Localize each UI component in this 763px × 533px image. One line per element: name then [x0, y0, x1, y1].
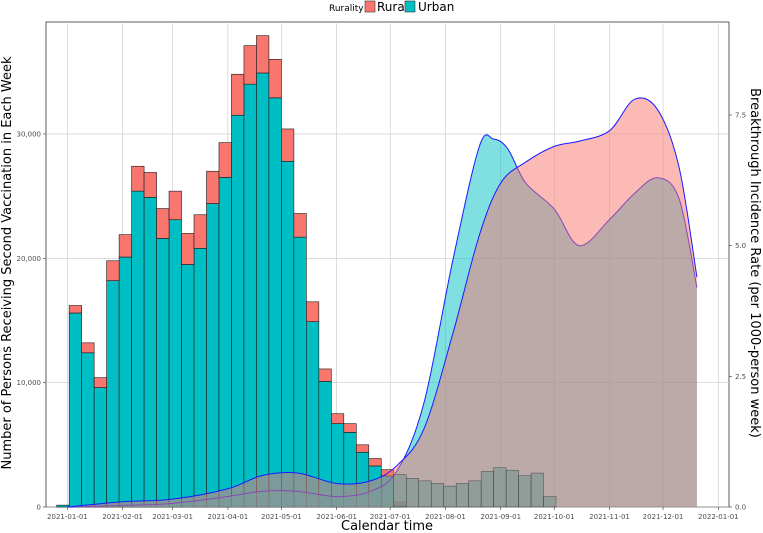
bar-urban-1: [68, 312, 82, 508]
bar-urban-14: [231, 114, 245, 508]
bar-urban-8: [156, 238, 170, 508]
bar-urban-16: [256, 72, 270, 508]
bar-rural-14: [243, 45, 257, 85]
density-area-rural: [67, 97, 697, 507]
bar-rural-11: [206, 170, 220, 204]
x-tick-label-7: 2021-08-01: [425, 513, 466, 521]
bar-rural-10: [193, 214, 207, 249]
legend-swatch-rural: [364, 0, 376, 13]
x-axis-ticks: 2021-01-01 2021-02-01 2021-03-01 2021-04-01…: [47, 507, 739, 521]
bar-urban-15: [243, 83, 257, 508]
overlay-bar-2: [418, 480, 432, 508]
x-axis-title: Calendar time: [341, 519, 433, 533]
y2-tick-label-0: 0.0: [735, 504, 746, 512]
y2-tick-label-2: 5.0: [735, 242, 746, 250]
bar-urban-6: [131, 190, 145, 508]
bar-urban-9: [168, 219, 182, 508]
bar-urban-18: [281, 160, 295, 508]
overlay-bar-12: [543, 496, 557, 508]
x-tick-label-9: 2021-10-01: [534, 513, 575, 521]
overlay-bar-0: [393, 474, 407, 508]
legend-swatch-urban: [404, 0, 416, 13]
overlay-bar-10: [518, 475, 532, 508]
x-tick-label-12: 2022-01-01: [698, 513, 739, 521]
bar-rural-4: [118, 234, 132, 258]
x-tick-label-10: 2021-11-01: [589, 513, 630, 521]
legend-label-urban: Urban: [418, 0, 454, 14]
y-tick-label-2: 20,000: [17, 255, 42, 263]
bar-rural-7: [156, 208, 170, 239]
x-tick-label-2: 2021-03-01: [152, 513, 193, 521]
x-tick-label-3: 2021-04-01: [208, 513, 249, 521]
bar-rural-17: [281, 128, 295, 162]
bar-rural-23: [355, 444, 370, 453]
overlay-bar-8: [493, 467, 507, 508]
overlay-bar-5: [455, 483, 469, 508]
x-tick-label-11: 2021-12-01: [643, 513, 684, 521]
bar-urban-19: [293, 236, 307, 508]
bar-rural-16: [268, 59, 282, 99]
bar-urban-11: [193, 248, 207, 508]
density-line-rural: [67, 97, 698, 508]
bar-urban-10: [181, 264, 195, 508]
bar-rural-5: [131, 165, 145, 192]
x-tick-label-6: 2021-07-01: [370, 513, 411, 521]
bar-rural-0: [68, 305, 82, 314]
legend-title: Rurality: [329, 4, 364, 14]
bar-rural-24: [368, 458, 382, 467]
y-tick-label-3: 30,000: [17, 130, 42, 138]
overlay-bar-4: [443, 485, 457, 508]
bar-rural-20: [318, 368, 332, 382]
bar-rural-1: [81, 342, 95, 354]
y2-tick-label-1: 2.5: [735, 373, 746, 381]
overlay-bars: [393, 467, 557, 508]
y-tick-label-1: 10,000: [17, 379, 42, 387]
stacked-bars: [56, 35, 407, 508]
overlay-bar-6: [468, 480, 482, 508]
bar-urban-0: [56, 504, 70, 508]
y2-axis-ticks: 0.0 2.5 5.0 7.5: [729, 112, 746, 512]
x-tick-label-4: 2021-05-01: [261, 513, 302, 521]
y-tick-label-0: 0: [37, 504, 41, 512]
legend-label-rural: Rural: [377, 0, 408, 14]
bar-rural-8: [168, 190, 182, 221]
bar-urban-12: [206, 203, 220, 508]
overlay-bar-1: [406, 478, 419, 508]
y-axis-ticks: 0 10,000 20,000 30,000: [17, 130, 46, 512]
x-tick-label-5: 2021-06-01: [316, 513, 357, 521]
bar-urban-2: [81, 352, 95, 508]
density-areas: [67, 97, 698, 508]
x-tick-label-0: 2021-01-01: [47, 513, 88, 521]
x-tick-label-1: 2021-02-01: [102, 513, 143, 521]
legend: Rurality Rural Urban: [329, 0, 454, 14]
overlay-bar-7: [480, 471, 494, 508]
bar-urban-5: [118, 256, 132, 508]
bar-rural-12: [218, 142, 232, 178]
x-tick-label-8: 2021-09-01: [480, 513, 521, 521]
overlay-bar-11: [530, 472, 544, 508]
bar-urban-3: [93, 387, 107, 508]
bar-urban-7: [143, 197, 157, 508]
bar-rural-2: [93, 377, 107, 388]
bar-rural-21: [331, 413, 345, 424]
bar-rural-22: [343, 423, 357, 433]
y2-axis-title: Breakthrough Incidence Rate (per 1000-pe…: [747, 88, 762, 438]
bar-rural-9: [181, 233, 195, 265]
bar-urban-13: [218, 177, 232, 508]
bar-urban-4: [106, 280, 120, 508]
bar-urban-17: [268, 97, 282, 508]
bar-rural-15: [256, 35, 270, 74]
bar-rural-18: [293, 213, 307, 238]
overlay-bar-3: [430, 483, 444, 508]
bar-rural-6: [143, 172, 157, 198]
bar-rural-19: [306, 301, 320, 323]
overlay-bar-9: [505, 470, 519, 508]
bar-rural-13: [231, 73, 245, 116]
y-axis-title: Number of Persons Receiving Second Vacci…: [0, 56, 15, 469]
bar-rural-3: [106, 260, 120, 281]
y2-tick-label-3: 7.5: [735, 112, 746, 120]
